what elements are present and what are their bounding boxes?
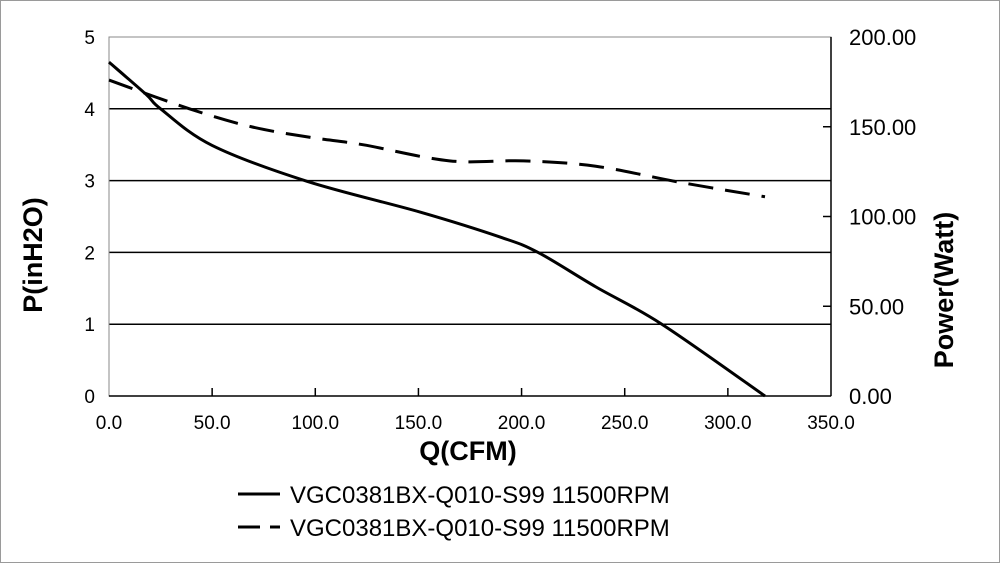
plot-border	[108, 36, 832, 397]
legend: VGC0381BX-Q010-S99 11500RPM VGC0381BX-Q0…	[238, 482, 670, 542]
y-tick-label: 3	[84, 172, 95, 193]
y-tick-label: 1	[84, 315, 95, 336]
x-tick-label: 300.0	[704, 413, 752, 434]
y2-tick-label: 0.00	[849, 384, 892, 409]
series-line-0	[108, 60, 766, 398]
gridlines	[109, 108, 831, 325]
x-tick-label: 150.0	[395, 413, 443, 434]
legend-label-0: VGC0381BX-Q010-S99 11500RPM	[290, 482, 670, 509]
y2-tick-label: 150.00	[849, 115, 916, 140]
y2-axis-label: Power(Watt)	[929, 212, 959, 369]
x-tick-label: 50.0	[194, 413, 231, 434]
y-axis-label: P(inH2O)	[18, 197, 48, 313]
y2-tick-label: 50.00	[849, 294, 904, 319]
x-tick-label: 100.0	[292, 413, 340, 434]
x-tick-label: 350.0	[807, 413, 855, 434]
y-tick-label: 0	[84, 387, 95, 408]
x-tick-label: 0.0	[96, 413, 122, 434]
series-line-1	[108, 78, 766, 199]
y-tick-label: 5	[84, 28, 95, 49]
x-tick-label: 200.0	[498, 413, 546, 434]
x-tick-label: 250.0	[601, 413, 649, 434]
y-tick-label: 2	[84, 243, 95, 264]
y2-tick-label: 100.00	[849, 205, 916, 230]
legend-label-1: VGC0381BX-Q010-S99 11500RPM	[290, 515, 670, 542]
x-axis-label: Q(CFM)	[419, 436, 516, 466]
y-tick-label: 4	[84, 100, 95, 121]
series-lines	[108, 60, 766, 398]
tick-labels: 0.0 50.0 100.0 150.0 200.0 250.0 300.0 350.0012…	[84, 25, 916, 434]
y2-tick-label: 200.00	[849, 25, 916, 50]
axes	[108, 36, 832, 397]
